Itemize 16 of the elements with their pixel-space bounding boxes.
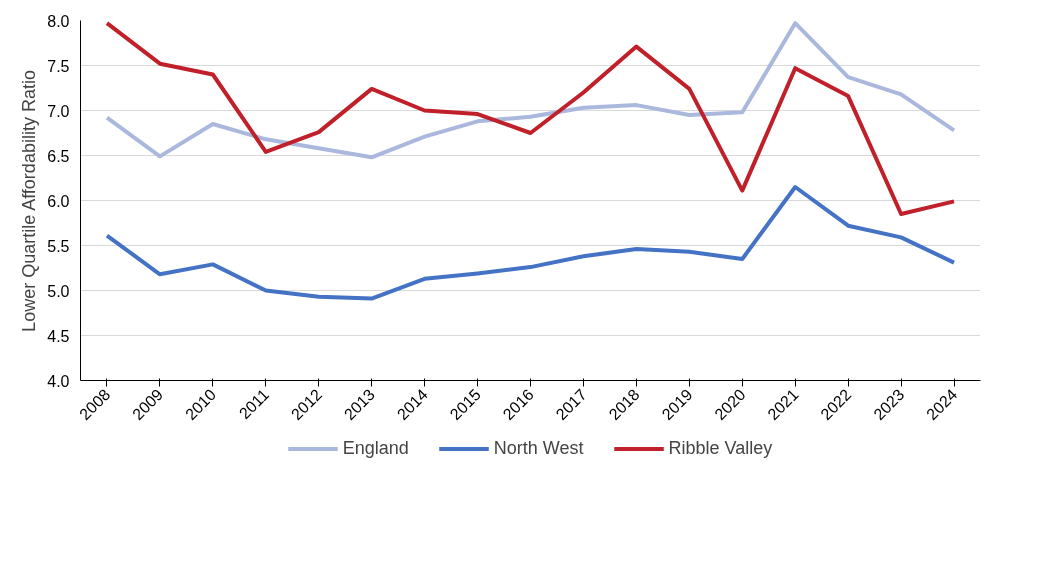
- y-tick-label: 4.0: [47, 372, 70, 390]
- y-tick-label: 5.5: [47, 237, 70, 255]
- line-series: [104, 185, 957, 301]
- legend-label: England: [342, 437, 409, 459]
- y-tick-label: 6.5: [47, 147, 70, 165]
- y-tick-label: 6.0: [47, 192, 70, 210]
- legend-label: North West: [493, 437, 584, 459]
- line-series: [104, 21, 957, 160]
- y-tick-label: 8.0: [47, 12, 70, 30]
- y-tick-label: 5.0: [47, 282, 70, 300]
- y-tick-label: 7.5: [47, 57, 70, 75]
- y-axis-title: Lower Quartile Affordability Ratio: [19, 70, 40, 332]
- legend-label: Ribble Valley: [668, 437, 773, 459]
- y-tick-label: 4.5: [47, 327, 70, 345]
- y-tick-label: 7.0: [47, 102, 70, 120]
- line-series: [104, 21, 957, 216]
